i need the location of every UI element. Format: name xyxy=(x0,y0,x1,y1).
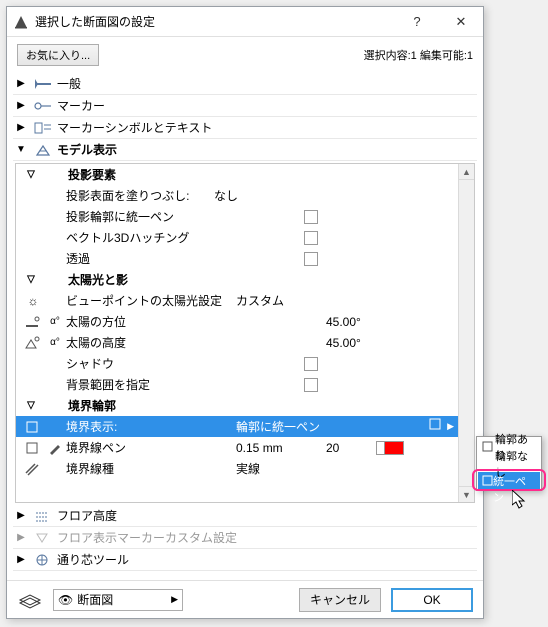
section-label: フロア高度 xyxy=(57,507,117,524)
outline-icon xyxy=(482,441,495,452)
scrollbar[interactable]: ▲ ▼ xyxy=(458,164,474,502)
section-label: マーカー xyxy=(57,97,105,114)
sun-icon: ☼ xyxy=(22,294,44,308)
boundary-popup-menu: 輪郭あり 輪郭なし 輪郭に統一ペン xyxy=(476,436,542,491)
chevron-down-icon: ▶ xyxy=(171,594,178,605)
section-list-bottom: ▶ フロア高度 ▶ フロア表示マーカーカスタム設定 ▶ 通り芯ツール xyxy=(7,503,483,571)
section-marker[interactable]: ▶ マーカー xyxy=(13,95,477,117)
section-grid-tool[interactable]: ▶ 通り芯ツール xyxy=(13,549,477,571)
section-list-top: ▶ 一般 ▶ マーカー ▶ マーカーシンボルとテキスト ▼ モデル表示 xyxy=(7,69,483,161)
group-title: 太陽光と影 xyxy=(68,271,128,288)
pen-icon xyxy=(22,441,44,455)
expand-icon: ▶ xyxy=(13,78,29,89)
scroll-down-icon[interactable]: ▼ xyxy=(459,486,474,502)
favorites-button[interactable]: お気に入り... xyxy=(17,44,99,66)
section-label: フロア表示マーカーカスタム設定 xyxy=(57,529,237,546)
selection-info: 選択内容:1 編集可能:1 xyxy=(364,47,473,63)
pen-color-swatch[interactable] xyxy=(376,441,404,455)
titlebar: 選択した断面図の設定 ? ✕ xyxy=(7,7,483,37)
row-transparent[interactable]: 透過 xyxy=(16,248,458,269)
layer-value: 断面図 xyxy=(77,591,113,608)
layer-combo[interactable]: 👁 断面図 ▶ xyxy=(53,589,183,611)
row-vec3d[interactable]: ベクトル3Dハッチング xyxy=(16,227,458,248)
window-title: 選択した断面図の設定 xyxy=(35,13,395,30)
model-icon xyxy=(29,143,57,157)
row-sun-setting[interactable]: ☼ ビューポイントの太陽光設定 カスタム xyxy=(16,290,458,311)
expand-icon: ▶ xyxy=(13,532,29,543)
group-projection[interactable]: ▽ 投影要素 xyxy=(16,164,458,185)
expand-icon: ▶ xyxy=(13,554,29,565)
checkbox[interactable] xyxy=(304,252,318,266)
section-label: モデル表示 xyxy=(57,141,117,158)
row-shadow[interactable]: シャドウ xyxy=(16,353,458,374)
row-proj-fill[interactable]: 投影表面を塗りつぶし: なし xyxy=(16,185,458,206)
collapse-icon: ▽ xyxy=(22,400,40,411)
settings-dialog: 選択した断面図の設定 ? ✕ お気に入り... 選択内容:1 編集可能:1 ▶ … xyxy=(6,6,484,619)
close-button[interactable]: ✕ xyxy=(439,7,483,37)
dropdown-icon xyxy=(429,418,443,435)
linestyle-icon xyxy=(22,462,44,476)
marker-icon xyxy=(29,99,57,113)
boundary-icon xyxy=(22,420,44,434)
model-display-panel: ▽ 投影要素 投影表面を塗りつぶし: なし 投影輪郭に統一ペン ベクトル3Dハッ… xyxy=(15,163,475,503)
expand-icon: ▶ xyxy=(13,122,29,133)
marker-symbol-icon xyxy=(29,121,57,135)
pen-tip-icon xyxy=(44,441,66,455)
section-label: マーカーシンボルとテキスト xyxy=(57,119,212,136)
scroll-up-icon[interactable]: ▲ xyxy=(459,164,474,180)
floor-marker-icon xyxy=(29,531,57,545)
section-floor-height[interactable]: ▶ フロア高度 xyxy=(13,505,477,527)
group-title: 投影要素 xyxy=(68,166,116,183)
pen-icon xyxy=(482,475,493,486)
section-general[interactable]: ▶ 一般 xyxy=(13,73,477,95)
app-icon xyxy=(13,14,29,30)
grid-icon xyxy=(29,553,57,567)
row-sun-azimuth[interactable]: α° 太陽の方位 45.00° xyxy=(16,311,458,332)
section-label: 通り芯ツール xyxy=(57,551,129,568)
row-boundary-display[interactable]: 境界表示: 輪郭に統一ペン ▶ xyxy=(16,416,458,437)
row-proj-pen[interactable]: 投影輪郭に統一ペン xyxy=(16,206,458,227)
eye-icon: 👁 xyxy=(58,593,73,607)
popup-item-uniform-pen[interactable]: 輪郭に統一ペン xyxy=(478,472,540,489)
row-sun-altitude[interactable]: α° 太陽の高度 45.00° xyxy=(16,332,458,353)
checkbox[interactable] xyxy=(304,231,318,245)
section-floor-marker: ▶ フロア表示マーカーカスタム設定 xyxy=(13,527,477,549)
ok-button[interactable]: OK xyxy=(391,588,473,612)
section-model-display[interactable]: ▼ モデル表示 xyxy=(13,139,477,161)
layer-icon xyxy=(17,591,43,609)
floor-icon xyxy=(29,509,57,523)
checkbox[interactable] xyxy=(304,357,318,371)
group-boundary[interactable]: ▽ 境界輪郭 xyxy=(16,395,458,416)
collapse-icon: ▽ xyxy=(22,169,40,180)
flyout-arrow-icon[interactable]: ▶ xyxy=(443,421,458,432)
general-icon xyxy=(29,77,57,91)
expand-icon: ▶ xyxy=(13,100,29,111)
azimuth-icon xyxy=(22,315,44,329)
angle-icon: α° xyxy=(44,337,66,348)
cancel-button[interactable]: キャンセル xyxy=(299,588,381,612)
help-button[interactable]: ? xyxy=(395,7,439,37)
row-boundary-style[interactable]: 境界線種 実線 xyxy=(16,458,458,479)
toolbar: お気に入り... 選択内容:1 編集可能:1 xyxy=(7,37,483,69)
row-bg-range[interactable]: 背景範囲を指定 xyxy=(16,374,458,395)
collapse-icon: ▽ xyxy=(22,274,40,285)
altitude-icon xyxy=(22,336,44,350)
angle-icon: α° xyxy=(44,316,66,327)
group-title: 境界輪郭 xyxy=(68,397,116,414)
checkbox[interactable] xyxy=(304,210,318,224)
checkbox[interactable] xyxy=(304,378,318,392)
group-sun[interactable]: ▽ 太陽光と影 xyxy=(16,269,458,290)
section-label: 一般 xyxy=(57,75,81,92)
section-marker-symbol[interactable]: ▶ マーカーシンボルとテキスト xyxy=(13,117,477,139)
row-boundary-pen[interactable]: 境界線ペン 0.15 mm 20 xyxy=(16,437,458,458)
bottom-bar: 👁 断面図 ▶ キャンセル OK xyxy=(7,580,483,618)
collapse-icon: ▼ xyxy=(13,144,29,155)
expand-icon: ▶ xyxy=(13,510,29,521)
